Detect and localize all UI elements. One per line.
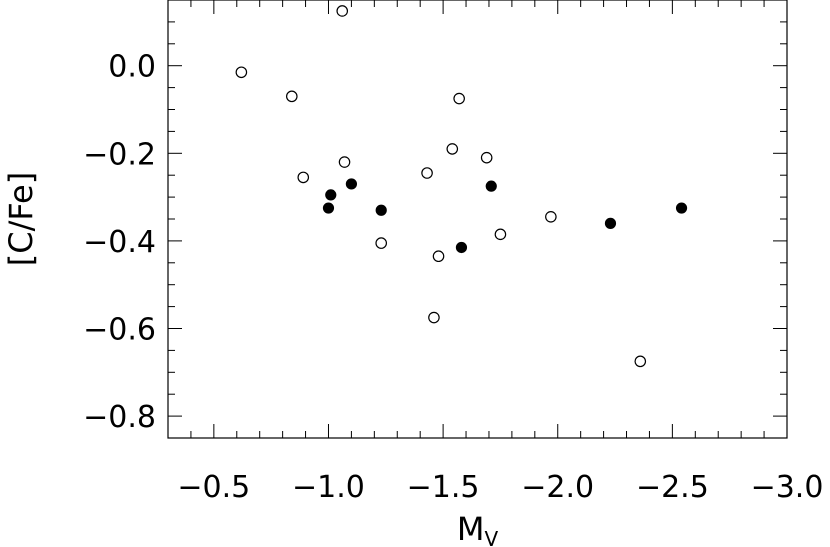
open-data-point (285, 90, 298, 103)
x-tick-label: −0.5 (177, 470, 250, 505)
y-tick-label: −0.2 (83, 137, 156, 172)
open-data-point (336, 5, 349, 17)
x-tick-label: −2.5 (636, 470, 709, 505)
filled-data-point (325, 189, 337, 201)
y-tick-label: −0.4 (83, 225, 156, 260)
filled-data-point (322, 202, 335, 214)
open-data-point (480, 151, 493, 164)
open-data-point (235, 66, 248, 79)
filled-data-point (604, 217, 617, 229)
filled-data-point (485, 180, 497, 192)
x-axis-label-subscript: V (484, 527, 498, 547)
open-data-point (421, 167, 433, 179)
open-data-point (446, 143, 459, 155)
y-axis-label: [C/Fe] (2, 172, 40, 266)
open-data-point (545, 211, 557, 223)
axis-ticks (167, 0, 788, 439)
open-data-point (494, 228, 507, 241)
open-data-point (432, 250, 445, 263)
x-axis-label-main: M (457, 510, 485, 547)
y-tick-label: −0.6 (83, 313, 156, 348)
y-tick-label: −0.8 (83, 400, 156, 435)
filled-data-point (675, 202, 688, 214)
open-data-point (634, 355, 647, 368)
open-data-point (428, 311, 440, 324)
open-data-point (453, 92, 465, 105)
filled-data-point (455, 241, 468, 254)
plot-frame (167, 0, 788, 439)
open-data-point (338, 156, 351, 168)
data-points (235, 5, 688, 368)
x-tick-label: −1.0 (292, 470, 365, 505)
tick-labels: −0.5 −1.0 −1.5 −2.0 −2.5 −3.0 0.0 −0.2 −0.4 −0.6 −… (83, 50, 823, 505)
filled-data-point (345, 178, 358, 190)
x-tick-label: −2.0 (521, 470, 594, 505)
x-tick-label: −1.5 (407, 470, 480, 505)
x-tick-label: −3.0 (751, 470, 824, 505)
open-data-point (297, 171, 310, 184)
x-axis-label: MV (457, 510, 499, 547)
open-data-point (375, 237, 388, 249)
filled-data-point (375, 204, 387, 216)
y-tick-label: 0.0 (108, 50, 156, 85)
